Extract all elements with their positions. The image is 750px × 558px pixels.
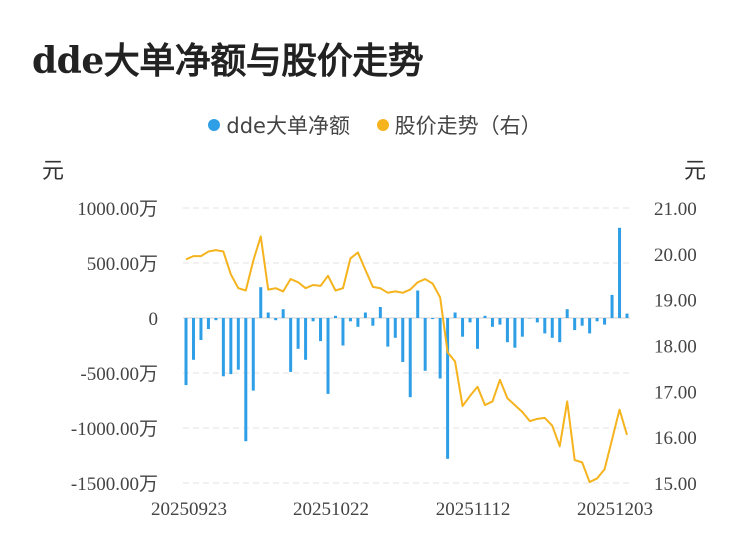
dde-bar — [214, 318, 218, 321]
dde-bar — [281, 309, 285, 318]
dde-bar — [236, 318, 240, 370]
x-tick-label: 20250923 — [151, 499, 227, 520]
dde-bar — [296, 318, 300, 349]
dde-bar — [386, 318, 390, 347]
dde-bar — [543, 318, 547, 334]
dde-bar — [378, 307, 382, 318]
left-axis: 1000.00万 500.00万 0 -500.00万 -1000.00万 -1500.0… — [71, 199, 158, 495]
left-tick-label: 500.00万 — [87, 254, 158, 275]
legend-label-dde: dde大单净额 — [226, 114, 350, 138]
dde-bar — [311, 318, 315, 322]
dde-bar — [206, 318, 210, 329]
dde-bar — [618, 227, 622, 318]
dde-bar — [550, 318, 554, 338]
price-line-group — [185, 235, 628, 484]
dde-bar — [221, 318, 225, 377]
chart-title: dde大单净额与股价走势 — [32, 40, 424, 82]
dde-bar — [401, 318, 405, 362]
left-tick-label: 0 — [149, 309, 159, 330]
right-tick-label: 17.00 — [654, 382, 697, 403]
dde-bar — [259, 287, 263, 318]
dde-bar — [490, 318, 494, 327]
dde-bar — [603, 318, 607, 325]
dde-bar — [453, 312, 457, 318]
right-axis-unit: 元 — [684, 159, 706, 184]
dde-bar — [363, 312, 367, 318]
dde-bar — [446, 318, 450, 459]
dde-bar — [333, 315, 337, 318]
dde-bar — [431, 318, 435, 320]
dde-bars — [184, 227, 629, 459]
dde-bar — [610, 294, 614, 318]
left-tick-label: 1000.00万 — [77, 199, 158, 220]
legend-item-price[interactable]: 股价走势（右） — [376, 110, 542, 140]
dde-bar — [573, 318, 577, 331]
dde-bar — [341, 318, 345, 346]
dde-bar — [580, 318, 584, 326]
dde-bar — [393, 318, 397, 338]
left-tick-label: -1000.00万 — [71, 419, 158, 440]
legend-label-price: 股价走势（右） — [394, 114, 542, 138]
dde-bar — [356, 318, 360, 327]
x-tick-label: 20251203 — [577, 499, 653, 520]
dde-bar — [595, 318, 599, 322]
dde-bar — [476, 318, 480, 349]
legend-item-dde[interactable]: dde大单净额 — [208, 110, 350, 140]
dde-bar — [483, 315, 487, 318]
right-tick-label: 16.00 — [654, 428, 697, 449]
legend-dot-dde — [208, 119, 221, 131]
right-axis: 21.00 20.00 19.00 18.00 17.00 16.00 15.00 — [654, 199, 697, 495]
dde-bar — [348, 318, 352, 322]
x-tick-label: 20251022 — [293, 499, 369, 520]
dde-bar — [438, 318, 442, 379]
dde-bar — [423, 318, 427, 371]
grid-lines — [183, 207, 630, 484]
dde-bar — [513, 318, 517, 348]
legend-dot-price — [376, 119, 389, 131]
left-tick-label: -1500.00万 — [71, 474, 158, 495]
dde-bar — [326, 318, 330, 394]
dde-bar — [408, 318, 412, 398]
dde-bar — [505, 318, 509, 343]
dde-bar — [520, 318, 524, 337]
dde-bar — [558, 318, 562, 343]
dde-bar — [468, 318, 472, 323]
dde-bar — [565, 309, 569, 318]
dde-bar — [199, 318, 203, 340]
right-tick-label: 15.00 — [654, 474, 697, 495]
dde-bar — [535, 318, 539, 323]
dde-bar — [588, 318, 592, 334]
left-tick-label: -500.00万 — [80, 364, 158, 385]
dde-bar — [289, 318, 293, 372]
dde-bar — [416, 290, 420, 318]
dde-bar — [625, 313, 629, 318]
dde-bar — [266, 312, 270, 318]
right-tick-label: 18.00 — [654, 337, 697, 358]
dde-bar — [461, 318, 465, 337]
dde-bar — [371, 318, 375, 326]
right-tick-label: 21.00 — [654, 199, 697, 220]
dde-bar — [191, 318, 195, 360]
price-line — [185, 235, 628, 484]
dde-bar — [319, 318, 323, 342]
dde-bar — [184, 318, 188, 386]
dde-bar — [244, 318, 248, 442]
legend: dde大单净额 股价走势（右） — [0, 110, 750, 140]
x-axis: 20250923 20251022 20251112 20251203 — [151, 499, 653, 520]
left-axis-unit: 元 — [42, 159, 64, 184]
dde-bar — [251, 318, 255, 391]
x-tick-label: 20251112 — [436, 499, 511, 520]
dde-bar — [498, 318, 502, 325]
right-tick-label: 20.00 — [654, 245, 697, 266]
dde-bar — [274, 318, 278, 321]
dde-bar — [304, 318, 308, 360]
dde-bar — [528, 318, 532, 319]
dde-bar — [229, 318, 233, 375]
right-tick-label: 19.00 — [654, 291, 697, 312]
